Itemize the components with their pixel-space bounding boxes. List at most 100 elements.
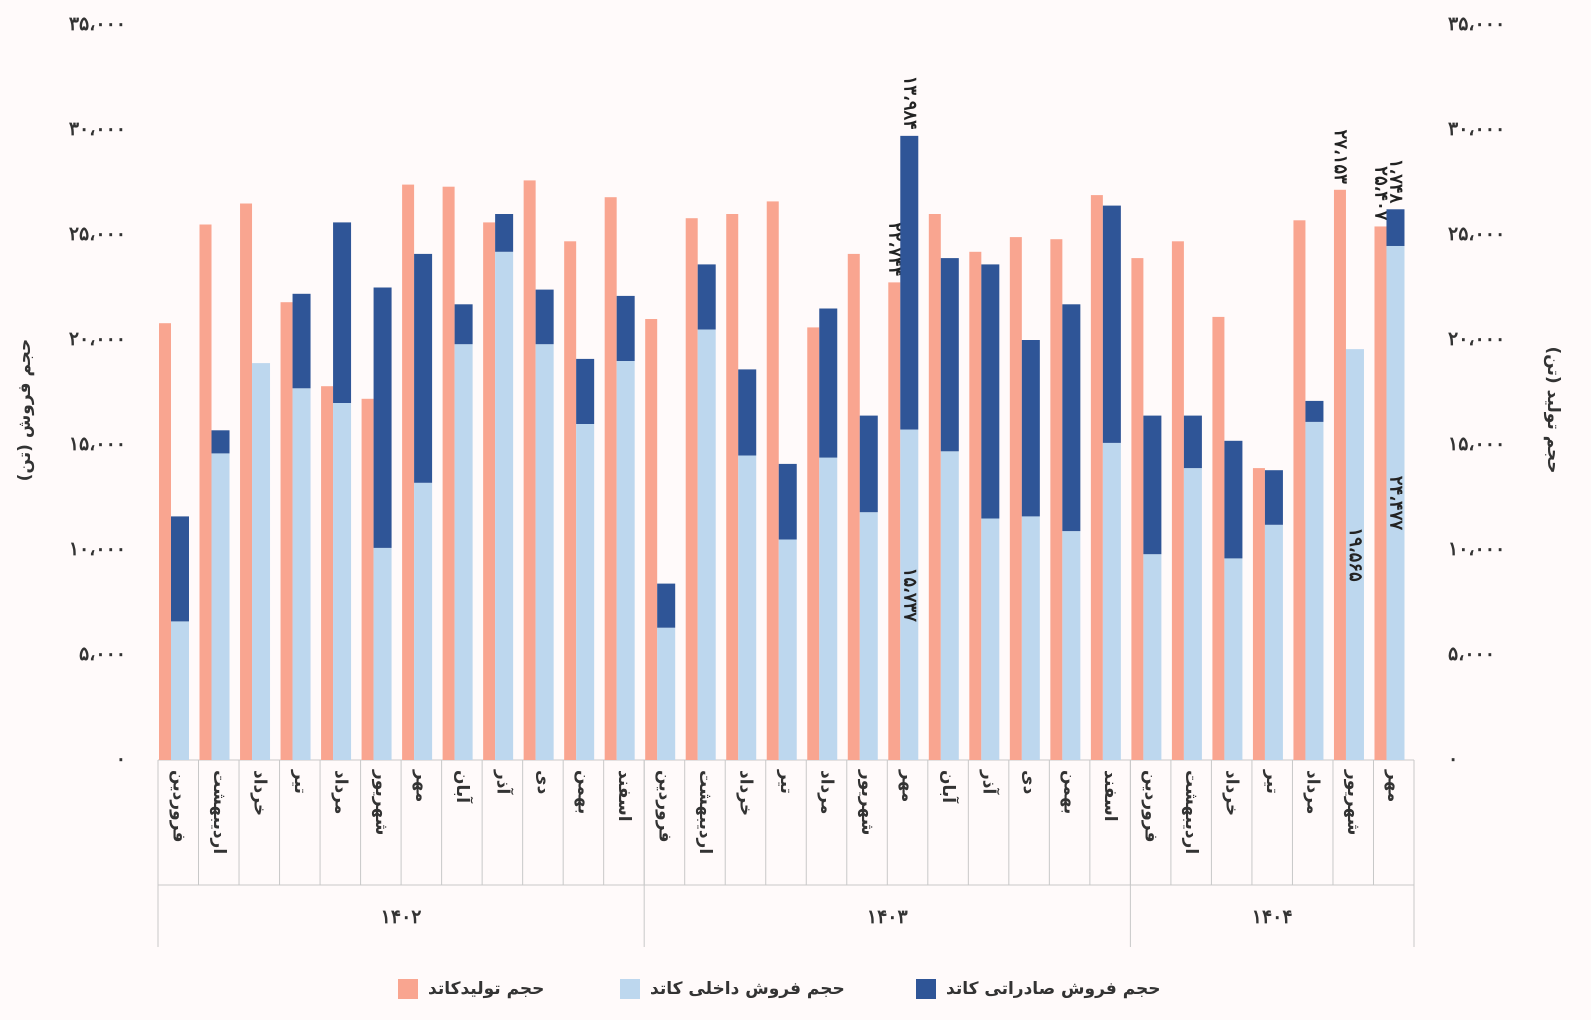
group-label: ۱۴۰۳ bbox=[867, 906, 909, 928]
production-bar bbox=[726, 214, 739, 760]
y2-tick-label: ۲۰،۰۰۰ bbox=[1448, 328, 1505, 350]
data-label: ۲۵،۴۰۷ bbox=[1370, 166, 1391, 220]
x-tick-label: اسفند bbox=[1100, 770, 1120, 822]
production-bar bbox=[402, 184, 415, 761]
production-bar bbox=[442, 186, 455, 760]
sales-bar-segment bbox=[292, 388, 311, 760]
data-label: ۱۳،۹۸۴ bbox=[899, 76, 920, 130]
production-bar bbox=[564, 241, 577, 761]
production-bar bbox=[159, 323, 171, 760]
sales-bar-segment bbox=[495, 214, 514, 252]
x-tick-label: مهر bbox=[411, 769, 431, 802]
sales-bar-segment bbox=[171, 621, 189, 760]
sales-bar-segment bbox=[211, 430, 230, 454]
sales-bar-segment bbox=[373, 287, 392, 548]
production-bar bbox=[847, 253, 860, 760]
x-tick-label: مهر bbox=[898, 769, 918, 802]
sales-bar-segment bbox=[1021, 516, 1040, 760]
sales-bar-segment bbox=[1224, 558, 1243, 760]
sales-bar-segment bbox=[1183, 415, 1202, 469]
sales-bar-segment bbox=[819, 457, 838, 760]
x-tick-label: فروردین bbox=[654, 770, 674, 842]
x-tick-label: خرداد bbox=[249, 770, 269, 816]
production-bar bbox=[969, 251, 982, 761]
x-tick-label: خرداد bbox=[735, 770, 755, 816]
sales-bar-segment bbox=[900, 135, 919, 430]
legend-label: حجم تولیدکاتد bbox=[428, 979, 544, 999]
sales-bar-segment bbox=[373, 547, 392, 760]
sales-bar-segment bbox=[535, 289, 554, 345]
sales-bar-segment bbox=[414, 482, 433, 760]
legend-swatch bbox=[916, 979, 936, 999]
sales-bar-segment bbox=[616, 295, 635, 361]
production-bar bbox=[321, 386, 334, 760]
x-tick-label: فروردین bbox=[1141, 770, 1161, 842]
sales-bar-segment bbox=[657, 583, 676, 628]
production-bar bbox=[1212, 316, 1225, 760]
sales-bar-segment bbox=[454, 344, 473, 760]
sales-bar-segment bbox=[1264, 524, 1283, 760]
y-tick-label: ۱۵،۰۰۰ bbox=[69, 433, 126, 455]
sales-bar-segment bbox=[778, 539, 797, 760]
sales-bar-segment bbox=[738, 455, 757, 760]
sales-bar-segment bbox=[1143, 554, 1162, 760]
x-tick-label: اردیبهشت bbox=[209, 770, 229, 854]
production-bar bbox=[361, 398, 374, 760]
y-tick-label: ۳۵،۰۰۰ bbox=[69, 13, 126, 35]
legend-label: حجم فروش داخلی کاتد bbox=[650, 979, 845, 999]
sales-bar-segment bbox=[616, 361, 635, 760]
production-bar bbox=[240, 203, 253, 760]
x-tick-label: تیر bbox=[1262, 769, 1282, 794]
sales-bar-segment bbox=[1305, 421, 1324, 760]
sales-bar-segment bbox=[1021, 340, 1040, 517]
sales-bar-segment bbox=[211, 453, 230, 760]
production-bar bbox=[280, 302, 293, 760]
production-bar bbox=[645, 319, 658, 760]
x-tick-label: مهر bbox=[1384, 769, 1404, 802]
sales-bar-segment bbox=[981, 518, 1000, 760]
sales-bar-segment bbox=[333, 403, 352, 760]
x-tick-label: آبان bbox=[938, 770, 960, 804]
x-tick-label: بهمن bbox=[573, 770, 593, 814]
sales-bar-segment bbox=[1305, 400, 1324, 422]
legend-swatch bbox=[620, 979, 640, 999]
data-label: ۲۲،۷۴۴ bbox=[884, 222, 905, 276]
sales-bar-segment bbox=[171, 516, 189, 622]
production-bar bbox=[1171, 241, 1184, 761]
x-tick-label: بهمن bbox=[1060, 770, 1080, 814]
production-bar bbox=[766, 201, 779, 760]
x-tick-label: خرداد bbox=[1222, 770, 1242, 816]
sales-bar-segment bbox=[576, 358, 595, 424]
x-tick-label: تیر bbox=[776, 769, 796, 794]
y2-tick-label: ۵،۰۰۰ bbox=[1448, 643, 1495, 665]
sales-bar-segment bbox=[252, 363, 271, 760]
y2-tick-label: ۰ bbox=[1448, 748, 1458, 770]
y2-tick-label: ۱۵،۰۰۰ bbox=[1448, 433, 1505, 455]
y2-axis-label: حجم تولید (تن) bbox=[1543, 346, 1563, 473]
sales-bar-segment bbox=[1386, 209, 1405, 246]
data-label: ۱۵،۷۳۷ bbox=[899, 568, 920, 622]
production-bar bbox=[1131, 258, 1144, 760]
x-tick-label: شهریور bbox=[1343, 769, 1363, 835]
production-bar bbox=[604, 197, 617, 760]
sales-bar-segment bbox=[819, 308, 838, 458]
group-label: ۱۴۰۴ bbox=[1252, 906, 1293, 928]
sales-bar-segment bbox=[454, 304, 473, 345]
x-tick-label: دی bbox=[1019, 770, 1039, 795]
y-tick-label: ۰ bbox=[116, 748, 126, 770]
x-tick-label: آبان bbox=[452, 770, 474, 804]
sales-bar-segment bbox=[981, 264, 1000, 519]
sales-bar-segment bbox=[535, 344, 554, 760]
production-bar bbox=[483, 222, 496, 760]
sales-bar-segment bbox=[940, 258, 959, 452]
sales-bar-segment bbox=[900, 429, 919, 760]
group-label: ۱۴۰۲ bbox=[381, 906, 422, 928]
y2-tick-label: ۲۵،۰۰۰ bbox=[1448, 223, 1505, 245]
production-bar bbox=[1333, 189, 1346, 761]
x-tick-label: اردیبهشت bbox=[1181, 770, 1201, 854]
x-tick-label: مرداد bbox=[817, 770, 837, 814]
x-tick-label: اردیبهشت bbox=[695, 770, 715, 854]
production-bar bbox=[1009, 237, 1022, 761]
sales-bar-segment bbox=[1062, 304, 1081, 532]
sales-bar-segment bbox=[1345, 349, 1364, 760]
